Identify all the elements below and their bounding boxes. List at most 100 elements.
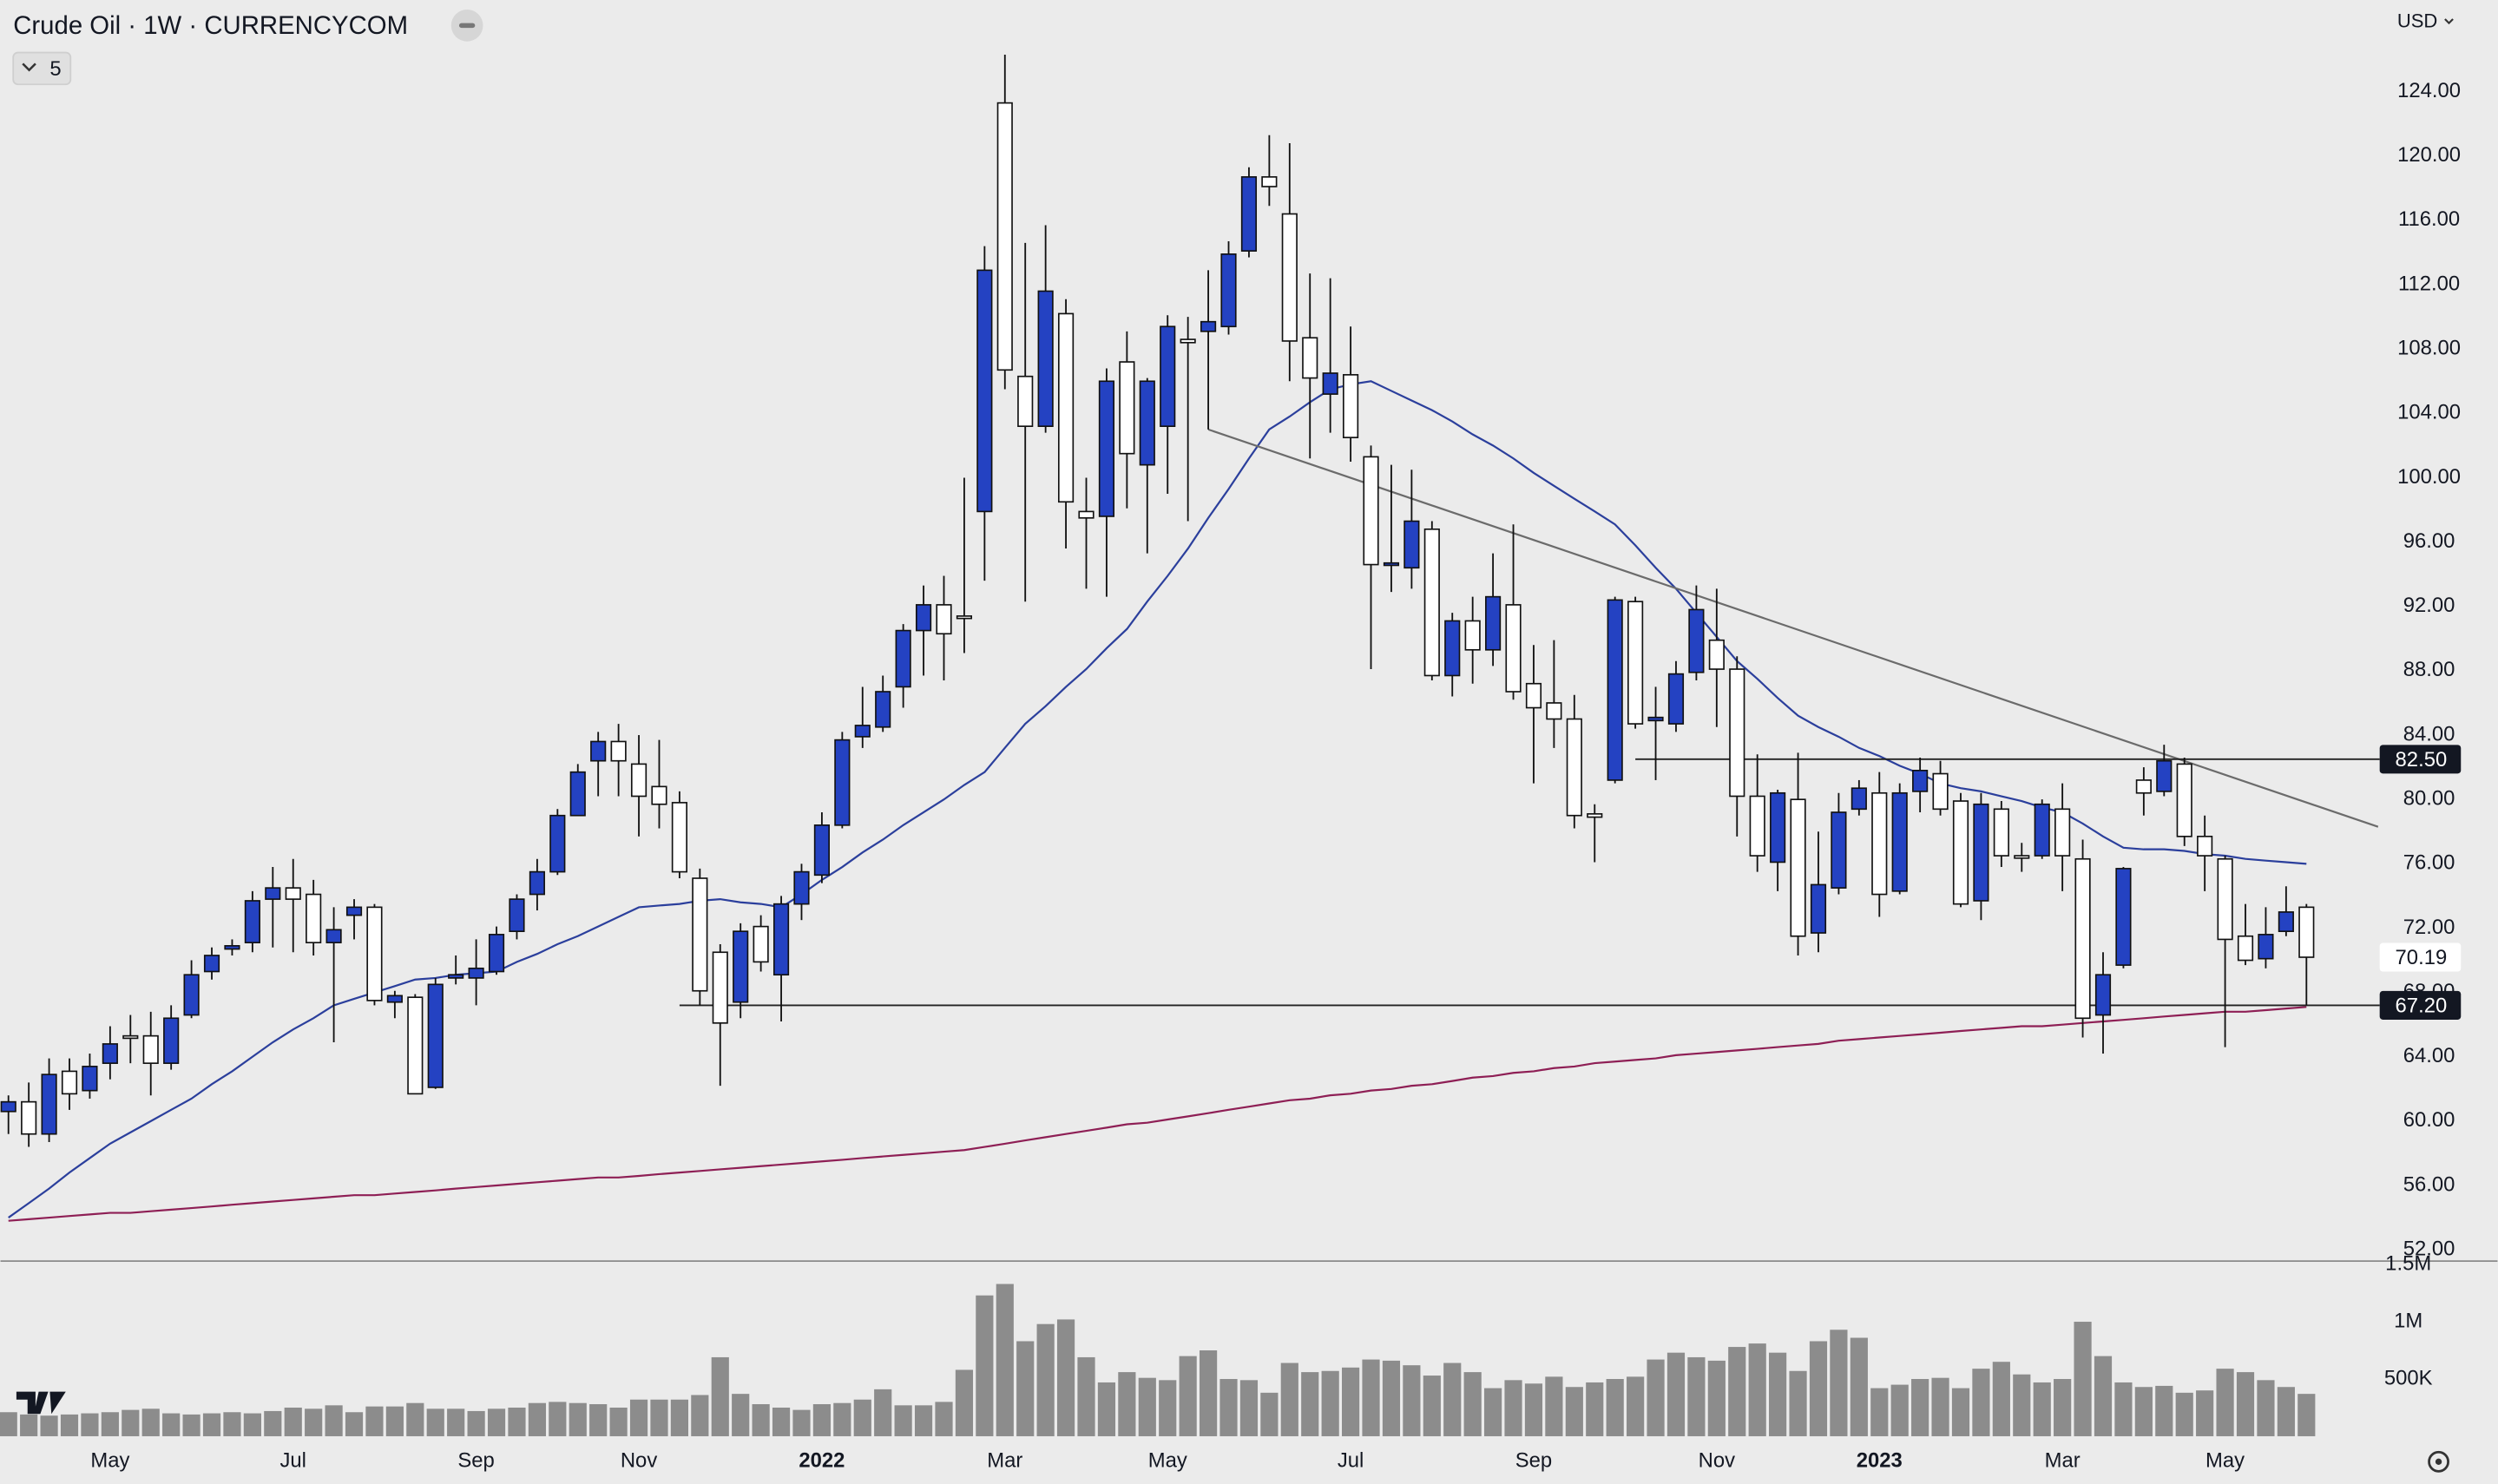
candle-body (1770, 791, 1786, 863)
candle-body (1160, 325, 1176, 427)
volume-bar (691, 1395, 709, 1436)
candle-body (1688, 608, 1705, 673)
candle-body (1973, 803, 1989, 902)
x-tick-label: Mar (987, 1449, 1022, 1473)
candle-body (1017, 375, 1034, 427)
volume-bar (1016, 1341, 1035, 1436)
volume-bar (1403, 1365, 1421, 1436)
volume-bar (2013, 1374, 2031, 1436)
candle-body (183, 974, 200, 1016)
candle-body (1363, 456, 1379, 566)
level-box (2379, 990, 2462, 1020)
volume-bar (528, 1402, 546, 1436)
volume-bar (894, 1405, 912, 1436)
candle-body (549, 814, 566, 873)
candle-body (61, 1070, 78, 1095)
toggle-bg[interactable] (12, 51, 72, 86)
candle-body (1423, 528, 1440, 677)
candle-body (793, 870, 810, 905)
volume-bar (2094, 1356, 2113, 1436)
candle-body (224, 945, 240, 950)
candle-body (1810, 883, 1827, 934)
volume-bar (2074, 1322, 2092, 1436)
candle-body (2258, 934, 2274, 960)
volume-bar (223, 1412, 241, 1436)
volume-bar (1280, 1363, 1298, 1436)
volume-bar (60, 1414, 79, 1436)
x-tick-label: Jul (279, 1449, 306, 1473)
candle-body (1871, 791, 1888, 896)
candle-body (82, 1066, 98, 1092)
volume-bar (284, 1407, 302, 1436)
candle-body (2278, 911, 2294, 932)
candle-body (163, 1017, 180, 1064)
candle-body (1729, 668, 1745, 798)
volume-bar (1931, 1377, 1949, 1436)
volume-bar (1972, 1369, 1990, 1436)
candle-body (1525, 682, 1542, 709)
candle-body (1627, 601, 1644, 725)
volume-bar (1524, 1383, 1543, 1436)
currency[interactable]: USD (2397, 10, 2437, 31)
candle-body (1139, 380, 1155, 466)
gear[interactable] (2428, 1450, 2449, 1473)
volume-bar (2114, 1382, 2133, 1436)
candle-body (122, 1034, 139, 1040)
volume-bar (1239, 1380, 1259, 1436)
volume-bar (1545, 1376, 1563, 1436)
volume-bar (2155, 1385, 2173, 1436)
volume-bar (2277, 1387, 2295, 1436)
y-tick-label: 84.00 (2403, 722, 2455, 745)
y-tick-label: 92.00 (2403, 594, 2455, 617)
candle-body (2094, 974, 2112, 1016)
volume-bar (1504, 1380, 1522, 1436)
candle-body (1444, 620, 1461, 677)
candle-body (386, 995, 403, 1003)
volume-bar (162, 1413, 181, 1436)
candle-body (1464, 620, 1481, 651)
y-tick-label: 60.00 (2403, 1108, 2455, 1132)
y-tick-label: 64.00 (2403, 1044, 2455, 1067)
volume-bar (955, 1369, 974, 1436)
volume-bar (406, 1402, 424, 1436)
volume-bar (182, 1414, 200, 1436)
candle-body (102, 1043, 118, 1064)
volume-bar (1911, 1379, 1929, 1436)
candle-body (1037, 290, 1054, 427)
volume-bar (1077, 1356, 1095, 1436)
candle-body (1932, 772, 1949, 811)
currency-menu[interactable]: USD (2397, 10, 2454, 31)
candle-body (895, 629, 911, 688)
y-tick-label: 76.00 (2403, 851, 2455, 875)
volume-bar (1809, 1341, 1828, 1436)
candle-body (1119, 361, 1135, 455)
volume-bar (1443, 1363, 1462, 1436)
button-icon (458, 23, 476, 29)
volume-bar (1219, 1379, 1238, 1436)
volume-bar (1647, 1359, 1665, 1436)
volume-bar (1118, 1372, 1136, 1436)
x-tick-label: 2023 (1857, 1449, 1903, 1473)
x-tick-label: May (90, 1449, 129, 1473)
x-tick-label: Sep (1515, 1449, 1552, 1473)
volume-bar (1565, 1387, 1583, 1436)
settings[interactable] (2428, 1450, 2449, 1473)
y-tick-label: 104.00 (2397, 401, 2461, 424)
volume-bar (385, 1406, 404, 1436)
volume-bar (1321, 1370, 1339, 1436)
candle-body (1098, 380, 1115, 517)
candle-body (956, 615, 973, 620)
hide-button[interactable] (450, 10, 483, 42)
candle-body (427, 983, 444, 1088)
volume-bar (1484, 1388, 1502, 1436)
indicator-toggle[interactable]: 5 (12, 51, 72, 86)
volume-bar (1992, 1362, 2010, 1436)
volume-tick-label: 500K (2384, 1366, 2433, 1389)
volume-bar (1463, 1372, 1482, 1436)
candle-body (1343, 374, 1359, 438)
volume-bar (833, 1402, 851, 1436)
candle-body (630, 763, 648, 798)
volume-bar (1586, 1382, 1604, 1436)
level-label: 82.50 (2396, 748, 2448, 772)
volume-bar (264, 1410, 282, 1436)
